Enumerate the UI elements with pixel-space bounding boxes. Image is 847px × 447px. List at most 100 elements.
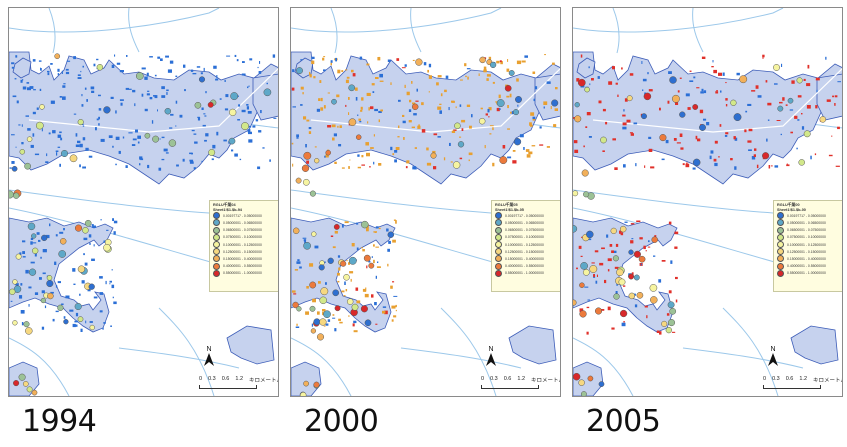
legend-label: 0.06500001 - 0.07500000 (505, 228, 544, 233)
water-line (722, 307, 779, 396)
legend-label: 0.15000001 - 0.40000000 (787, 256, 826, 261)
legend-label: 0.00197717 - 0.05000000 (505, 213, 544, 218)
legend-label: 0.12500001 - 0.15000000 (505, 249, 544, 254)
water-line (410, 8, 422, 53)
scale-tick-label: 1.2 (799, 376, 808, 382)
water-line (692, 8, 704, 53)
scale-tick-label: 0 (481, 376, 485, 382)
land-area (226, 325, 275, 365)
map-legend: RGLU千葉05 Sheet1!$1.$b-05 0.00197717 - 0.05… (491, 200, 560, 292)
legend-swatch (495, 241, 502, 249)
landuse-patches (9, 54, 277, 332)
legend-swatch (777, 241, 784, 249)
legend-item: 0.05000001 - 0.06500000 (495, 219, 557, 227)
scale-unit: キロメートル (813, 378, 843, 384)
map-panel-2005: RGLU千葉00 Sheet1!$1.$b-00 0.00197717 - 0.05… (572, 7, 843, 397)
legend-title: RGLU千葉04 (213, 203, 236, 207)
legend-item: 0.15000001 - 0.40000000 (213, 255, 275, 263)
graduated-circles (9, 53, 272, 396)
legend-subtitle: Sheet1!$1.$b-94 (213, 207, 242, 212)
legend-item: 0.00197717 - 0.05000000 (495, 212, 557, 220)
legend-swatch (495, 248, 502, 256)
legend-swatch (213, 233, 220, 241)
legend-swatch (495, 219, 502, 227)
water-line (291, 8, 502, 33)
north-arrow: N (485, 346, 497, 369)
legend-label: 0.40000001 - 0.55000000 (787, 264, 826, 269)
legend-swatch (213, 269, 220, 277)
legend-label: 0.15000001 - 0.40000000 (223, 256, 262, 261)
legend-title: RGLU千葉05 (495, 203, 518, 207)
north-label: N (770, 346, 776, 353)
legend-item: 0.06500001 - 0.07500000 (777, 226, 839, 234)
legend-subtitle: Sheet1!$1.$b-00 (777, 207, 806, 212)
legend-subtitle: Sheet1!$1.$b-05 (495, 207, 524, 212)
water-line (682, 347, 804, 369)
graduated-circles (573, 64, 827, 396)
north-arrow-icon (486, 353, 496, 366)
scale-tick-label: 0.6 (221, 376, 230, 382)
land-area (12, 57, 32, 79)
legend-item: 0.07500001 - 0.10000000 (495, 233, 557, 241)
year-label: 2000 (304, 404, 379, 439)
water-line (400, 347, 522, 369)
map-legend: RGLU千葉00 Sheet1!$1.$b-00 0.00197717 - 0.05… (773, 200, 842, 292)
legend-label: 0.07500001 - 0.10000000 (787, 235, 826, 240)
legend-item: 0.05000001 - 0.06500000 (777, 219, 839, 227)
north-arrow-icon (204, 353, 214, 366)
legend-title: RGLU千葉00 (777, 203, 800, 207)
legend-item: 0.00197717 - 0.05000000 (213, 212, 275, 220)
graduated-circles (292, 56, 559, 396)
legend-swatch (213, 255, 220, 263)
land-area (790, 325, 839, 365)
legend-swatch (213, 248, 220, 256)
legend-item: 0.12500001 - 0.15000000 (777, 248, 839, 256)
legend-swatch (213, 219, 220, 227)
scale-tick-label: 0 (199, 376, 203, 382)
water-line (9, 8, 220, 33)
landuse-patches (573, 54, 841, 335)
legend-label: 0.55000001 - 1.00000000 (787, 271, 826, 276)
scale-tick-label: 0.3 (490, 376, 498, 382)
map-panel-2000: RGLU千葉05 Sheet1!$1.$b-05 0.00197717 - 0.05… (290, 7, 561, 397)
road-line (28, 68, 278, 133)
water-line (128, 8, 140, 53)
water-line (573, 337, 634, 396)
scale-tick-label: 0.3 (772, 376, 780, 382)
legend-item: 0.15000001 - 0.40000000 (777, 255, 839, 263)
scale-bar: 0 0.3 0.6 1.2 キロメートル (199, 376, 278, 389)
legend-label: 0.10000001 - 0.12500000 (223, 242, 262, 247)
legend-swatch (777, 269, 784, 277)
legend-swatch (777, 226, 784, 234)
map-canvas (291, 8, 560, 396)
legend-label: 0.12500001 - 0.15000000 (223, 249, 262, 254)
land-area (508, 325, 557, 365)
legend-swatch (495, 255, 502, 263)
legend-swatch (495, 233, 502, 241)
scale-tick-label: 0.6 (503, 376, 512, 382)
legend-label: 0.00197717 - 0.05000000 (223, 213, 262, 218)
year-label: 2005 (586, 404, 661, 439)
legend-label: 0.15000001 - 0.40000000 (505, 256, 544, 261)
legend-swatch (213, 226, 220, 234)
scale-tick-label: 1.2 (235, 376, 244, 382)
land-area (573, 217, 678, 333)
legend-item: 0.00197717 - 0.05000000 (777, 212, 839, 220)
legend-label: 0.07500001 - 0.10000000 (505, 235, 544, 240)
legend-item: 0.05000001 - 0.06500000 (213, 219, 275, 227)
scale-bar: 0 0.3 0.6 1.2 キロメートル (763, 376, 843, 389)
water-line (9, 337, 70, 396)
legend-item: 0.07500001 - 0.10000000 (213, 233, 275, 241)
legend-item: 0.12500001 - 0.15000000 (495, 248, 557, 256)
legend-label: 0.07500001 - 0.10000000 (223, 235, 262, 240)
legend-item: 0.40000001 - 0.55000000 (777, 262, 839, 270)
legend-swatch (777, 212, 784, 220)
water-line (48, 8, 56, 54)
legend-item: 0.15000001 - 0.40000000 (495, 255, 557, 263)
legend-swatch (777, 248, 784, 256)
scale-unit: キロメートル (531, 378, 561, 384)
land-area (252, 73, 278, 121)
north-label: N (488, 346, 494, 353)
road-line (310, 68, 560, 133)
north-label: N (206, 346, 212, 353)
